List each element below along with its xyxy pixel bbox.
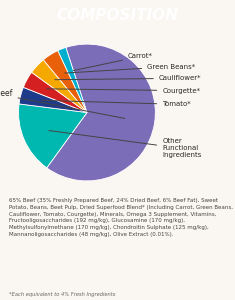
Text: Courgette*: Courgette* (47, 88, 200, 94)
Text: Green Beans*: Green Beans* (65, 64, 195, 73)
Wedge shape (19, 87, 87, 112)
Wedge shape (32, 60, 87, 112)
Text: Tomato*: Tomato* (42, 100, 191, 107)
Wedge shape (58, 47, 87, 112)
Text: 65% Beef: 65% Beef (0, 89, 125, 118)
Text: COMPOSITION: COMPOSITION (57, 8, 178, 23)
Text: Other
Functional
Ingredients: Other Functional Ingredients (49, 130, 202, 158)
Wedge shape (23, 72, 87, 112)
Wedge shape (19, 104, 87, 168)
Text: *Each equivalent to 4% Fresh Ingredients: *Each equivalent to 4% Fresh Ingredients (9, 292, 116, 297)
Wedge shape (43, 51, 87, 112)
Text: Cauliflower*: Cauliflower* (55, 75, 201, 81)
Text: Carrot*: Carrot* (73, 53, 153, 70)
Text: 65% Beef (35% Freshly Prepared Beef, 24% Dried Beef, 6% Beef Fat), Sweet Potato,: 65% Beef (35% Freshly Prepared Beef, 24%… (9, 198, 233, 237)
Wedge shape (47, 44, 155, 181)
